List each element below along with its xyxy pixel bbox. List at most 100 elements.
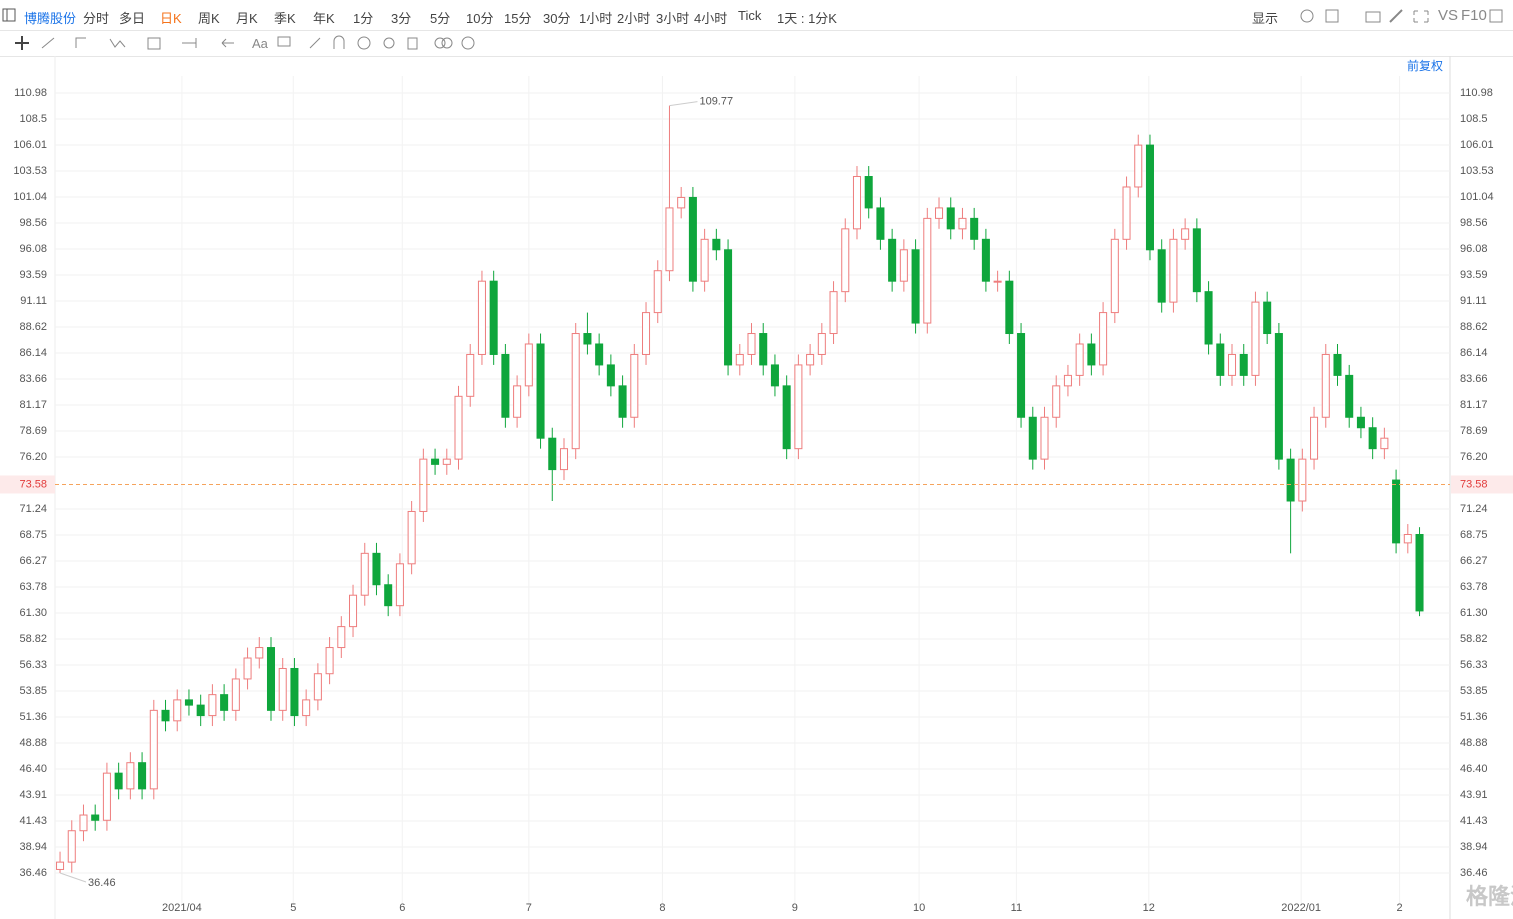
period-tab[interactable]: 周K: [198, 11, 220, 26]
candle-body: [595, 343, 604, 366]
candle-body: [911, 249, 920, 324]
candle-body: [302, 699, 311, 717]
text-tool[interactable]: Aa: [252, 36, 268, 51]
y-tick-label: 88.62: [1460, 321, 1488, 333]
period-tab[interactable]: 多日: [119, 11, 146, 26]
f10-button[interactable]: F10: [1461, 7, 1487, 24]
x-tick-label: 12: [1143, 902, 1155, 914]
y-tick-label: 83.66: [19, 373, 47, 385]
period-tab[interactable]: 4小时: [694, 11, 728, 26]
x-tick-label: 9: [792, 902, 798, 914]
display-menu[interactable]: 显示: [1252, 11, 1279, 26]
candle-body: [1028, 416, 1037, 460]
candle-body: [583, 333, 592, 345]
candle-body: [1181, 228, 1190, 240]
y-tick-label: 98.56: [19, 217, 47, 229]
candle-body: [677, 196, 686, 209]
candle-body: [806, 353, 815, 366]
y-tick-label: 106.01: [13, 139, 47, 151]
candle-body: [1380, 437, 1389, 450]
candle-body: [1134, 144, 1143, 188]
period-tab[interactable]: 日K: [160, 11, 182, 26]
y-tick-label: 53.85: [1460, 685, 1488, 697]
candle-body: [489, 280, 498, 355]
candle-body: [1075, 343, 1084, 376]
y-tick-label: 93.59: [19, 269, 47, 281]
period-tab[interactable]: 年K: [313, 11, 335, 26]
chart: 前复权 格隆汇 36.46 36.46 38.94 38.94 41.43 41.43 43…: [0, 56, 1513, 919]
candle-body: [700, 238, 709, 282]
candle-body: [993, 280, 1002, 283]
candle-body: [759, 333, 768, 366]
candle-body: [1333, 353, 1342, 376]
y-tick-label: 103.53: [13, 165, 47, 177]
candle-body: [384, 584, 393, 607]
candle-body: [571, 333, 580, 450]
candle-body: [477, 280, 486, 355]
period-tab[interactable]: 15分: [504, 11, 532, 26]
candle-body: [1122, 186, 1131, 240]
y-tick-label: 91.11: [1460, 295, 1487, 307]
candle-body: [442, 458, 451, 465]
y-tick-label: 46.40: [1460, 763, 1488, 775]
x-tick-label: 2022/01: [1281, 902, 1321, 914]
period-tab[interactable]: 1分: [353, 11, 374, 26]
candle-body: [290, 667, 299, 717]
candle-body: [126, 762, 135, 790]
y-tick-label: 48.88: [19, 737, 47, 749]
y-tick-label: 81.17: [1460, 399, 1488, 411]
candle-body: [1192, 228, 1201, 293]
candle-body: [501, 353, 510, 418]
toolbar: 博腾股份 显示 VS F10 分时 多日 日K 周K 月K 季K 年K 1分 3分 5分 10分 15…: [0, 0, 1513, 31]
candle-body: [970, 217, 979, 240]
period-tab[interactable]: 3小时: [656, 11, 690, 26]
candle-body: [431, 458, 440, 465]
stock-name[interactable]: 博腾股份: [24, 11, 77, 26]
candle-body: [1099, 312, 1108, 366]
period-tab[interactable]: 季K: [274, 11, 296, 26]
period-tab[interactable]: 10分: [466, 11, 494, 26]
y-tick-label: 51.36: [19, 711, 47, 723]
toolbar-icons: [1300, 9, 1503, 23]
y-tick-label: 78.69: [19, 425, 47, 437]
vs-button[interactable]: VS: [1438, 7, 1459, 24]
drawing-toolbar: Aa: [0, 30, 1513, 57]
candle-body: [946, 207, 955, 230]
y-tick-label: 86.14: [1460, 347, 1488, 359]
candle-body: [466, 353, 475, 397]
period-tab[interactable]: 1小时: [579, 11, 613, 26]
adjust-mode[interactable]: 前复权: [1407, 58, 1443, 73]
x-tick-label: 7: [526, 902, 532, 914]
candle-body: [220, 694, 229, 711]
period-tab[interactable]: 分时: [83, 11, 110, 26]
candle-body: [1063, 374, 1072, 387]
candle-body: [1052, 385, 1061, 418]
candle-body: [829, 291, 838, 335]
candle-body: [981, 238, 990, 282]
period-tab[interactable]: 月K: [236, 11, 258, 26]
candle-body: [1017, 333, 1026, 418]
y-tick-label: 38.94: [19, 841, 47, 853]
candle-body: [243, 657, 252, 680]
candle-body: [1251, 301, 1260, 376]
y-tick-label: 56.33: [19, 659, 47, 671]
candle-body: [618, 385, 627, 418]
candle-body: [349, 594, 358, 628]
candle-body: [161, 709, 170, 722]
candle-body: [665, 207, 674, 272]
period-tab[interactable]: 5分: [430, 11, 451, 26]
period-tab[interactable]: 30分: [543, 11, 571, 26]
last-price-box: [1451, 475, 1513, 494]
candle-body: [1216, 343, 1225, 376]
period-tab[interactable]: 2小时: [617, 11, 651, 26]
candle-body: [935, 207, 944, 219]
period-tab[interactable]: 3分: [391, 11, 412, 26]
y-tick-label: 93.59: [1460, 269, 1488, 281]
candle-body: [395, 563, 404, 607]
y-tick-label: 91.11: [20, 295, 47, 307]
layout-icon[interactable]: [2, 8, 16, 22]
period-tab[interactable]: 1天 : 1分K: [777, 11, 837, 26]
period-tab[interactable]: Tick: [738, 8, 762, 23]
candle-body: [1286, 458, 1295, 502]
y-tick-label: 58.82: [19, 633, 47, 645]
